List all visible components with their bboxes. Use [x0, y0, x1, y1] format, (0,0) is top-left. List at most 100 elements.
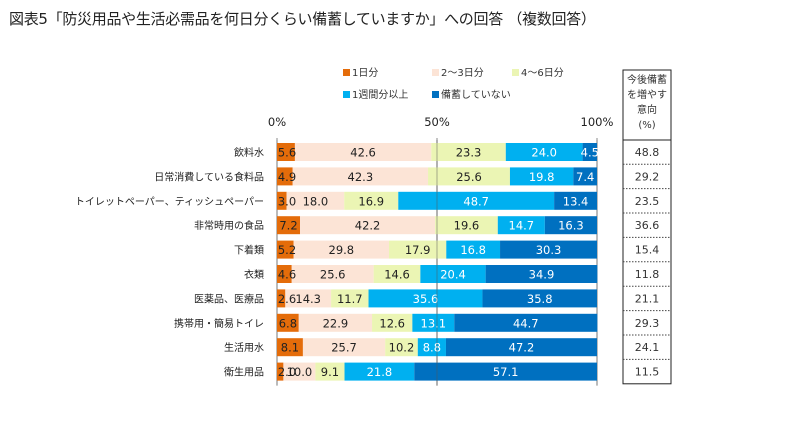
legend-swatch — [343, 69, 350, 76]
data-label: 23.3 — [456, 146, 482, 160]
table-header-text: (%) — [638, 120, 655, 131]
data-label: 8.1 — [281, 341, 299, 355]
data-label: 7.2 — [279, 219, 297, 233]
data-label: 17.9 — [405, 243, 431, 257]
bar-segment — [283, 362, 316, 381]
legend-label: 備蓄していない — [441, 88, 511, 101]
data-label: 25.6 — [320, 268, 346, 282]
data-label: 2.0 — [278, 365, 296, 379]
bar-segment — [435, 216, 498, 235]
bar-segment — [277, 313, 299, 332]
data-label: 19.6 — [454, 219, 480, 233]
data-label: 16.9 — [358, 194, 384, 208]
bar-segment — [554, 191, 597, 210]
data-label: 29.8 — [329, 243, 355, 257]
table-header-text: 意向 — [637, 103, 657, 116]
category-label: 衣類 — [244, 268, 264, 281]
bar-segment — [414, 362, 597, 381]
bar-segment — [454, 313, 598, 332]
bar-segment — [277, 362, 284, 381]
table-value: 11.8 — [635, 268, 660, 281]
table-value: 21.1 — [635, 292, 660, 305]
legend-label: 1日分 — [352, 67, 378, 79]
data-label: 11.7 — [337, 292, 363, 306]
bar-segment — [482, 289, 597, 308]
table-value: 29.2 — [635, 170, 660, 183]
data-label: 2.6 — [278, 292, 296, 306]
data-label: 19.8 — [529, 170, 555, 184]
bar-segment — [509, 167, 574, 186]
bar-segment — [372, 313, 413, 332]
bar-segment — [277, 338, 303, 357]
data-label: 7.4 — [576, 170, 594, 184]
bar-segment — [277, 240, 294, 259]
data-label: 8.8 — [423, 341, 441, 355]
legend-label: 4～6日分 — [521, 67, 564, 79]
category-label: トイレットペーパー、ティッシュペーパー — [75, 196, 264, 208]
category-label: 携帯用・簡易トイレ — [174, 317, 264, 330]
bar-segment — [277, 289, 286, 308]
bar-segment — [485, 265, 598, 283]
data-label: 20.4 — [440, 268, 466, 282]
bar-segment — [291, 265, 374, 283]
category-label: 非常時用の食品 — [194, 219, 264, 232]
table-header-text: を増やす — [627, 88, 667, 101]
bar-segment — [505, 143, 583, 161]
bar-segment — [277, 216, 301, 235]
bar-segment — [331, 289, 369, 308]
table-value: 15.4 — [635, 244, 660, 257]
bar-segment — [412, 313, 455, 332]
table-border — [622, 69, 672, 385]
bar-segment — [373, 265, 421, 283]
bar-segment — [277, 143, 295, 161]
table-value: 29.3 — [635, 317, 660, 330]
data-label: 42.2 — [355, 219, 381, 233]
data-label: 4.9 — [278, 170, 296, 184]
category-label: 生活用水 — [224, 341, 264, 354]
bar-segment — [277, 265, 292, 283]
data-label: 4.6 — [278, 268, 296, 282]
bar-segment — [385, 338, 418, 357]
data-label: 22.9 — [323, 316, 349, 330]
category-labels: 飲料水日常消費している食料品トイレットペーパー、ティッシュペーパー非常時用の食品… — [75, 146, 264, 379]
data-label: 42.3 — [348, 170, 374, 184]
chart-title: 図表5「防災用品や生活必需品を何日分くらい備蓄していますか」への回答 （複数回答… — [9, 10, 596, 28]
data-label: 30.3 — [536, 243, 562, 257]
bar-segment — [497, 216, 545, 235]
data-label: 44.7 — [513, 316, 539, 330]
data-label: 35.6 — [413, 292, 439, 306]
legend-swatch — [343, 91, 350, 98]
category-label: 飲料水 — [234, 146, 264, 159]
legend-swatch — [432, 69, 439, 76]
data-label: 14.3 — [295, 292, 321, 306]
bar-segment — [294, 143, 432, 161]
data-label: 14.7 — [509, 219, 535, 233]
bar-segment — [286, 191, 345, 210]
bar-segment — [277, 191, 287, 210]
legend-swatch — [432, 91, 439, 98]
data-label: 16.8 — [460, 243, 486, 257]
table-value: 48.8 — [635, 146, 660, 159]
table-value: 11.5 — [635, 366, 660, 379]
data-label: 25.6 — [456, 170, 482, 184]
table-header-text: 今後備蓄 — [627, 73, 667, 86]
bar-segment — [445, 338, 597, 357]
bar-segment — [446, 240, 501, 259]
data-label: 5.2 — [278, 243, 296, 257]
bar-segment — [277, 167, 293, 186]
category-label: 医薬品、医療品 — [194, 292, 264, 305]
legend-label: 1週間分以上 — [352, 89, 408, 101]
legend: 1日分 2～3日分 4～6日分 1週間分以上 備蓄していない — [343, 67, 564, 101]
data-label: 5.6 — [278, 146, 296, 160]
data-label: 14.6 — [384, 268, 410, 282]
bars: 5.6 42.6 23.3 24.0 4.5 4.9 42.3 25.6 19.8 7.4 3.0 1… — [277, 140, 599, 386]
bar-segment — [582, 143, 597, 161]
bar-segment — [417, 338, 446, 357]
data-label: 48.7 — [463, 194, 489, 208]
bar-segment — [302, 338, 386, 357]
data-label: 21.8 — [367, 365, 393, 379]
bar-segment — [293, 240, 389, 259]
data-label: 16.3 — [558, 219, 584, 233]
